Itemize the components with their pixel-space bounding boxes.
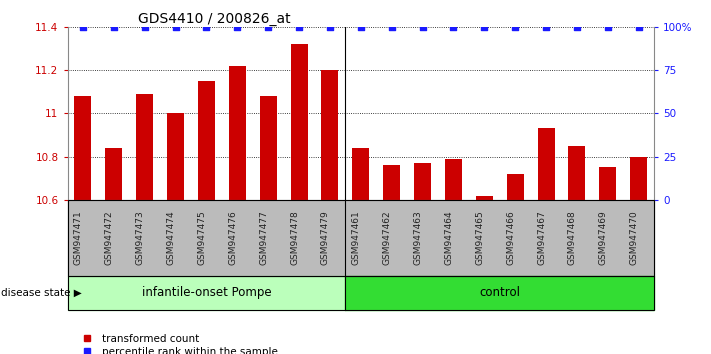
Text: GSM947467: GSM947467	[537, 211, 546, 266]
Point	[510, 24, 521, 29]
Point	[294, 24, 305, 29]
Bar	[229, 65, 246, 200]
Text: infantile-onset Pompe: infantile-onset Pompe	[141, 286, 272, 299]
Bar	[414, 163, 431, 200]
Bar	[476, 196, 493, 200]
Text: GSM947477: GSM947477	[260, 211, 268, 266]
Text: GSM947479: GSM947479	[321, 211, 330, 266]
Bar	[538, 129, 555, 200]
Text: GSM947466: GSM947466	[506, 211, 515, 266]
Point	[324, 24, 336, 29]
Text: GSM947462: GSM947462	[383, 211, 392, 266]
Bar	[321, 70, 338, 200]
Text: GSM947473: GSM947473	[136, 211, 145, 266]
Text: GSM947474: GSM947474	[166, 211, 176, 266]
Text: GSM947475: GSM947475	[198, 211, 206, 266]
Text: GSM947476: GSM947476	[228, 211, 237, 266]
Text: disease state ▶: disease state ▶	[1, 288, 82, 298]
Text: GSM947478: GSM947478	[290, 211, 299, 266]
Point	[232, 24, 243, 29]
Bar	[105, 148, 122, 200]
Text: GSM947465: GSM947465	[476, 211, 484, 266]
Bar	[599, 167, 616, 200]
Bar	[75, 96, 92, 200]
Point	[479, 24, 490, 29]
Point	[417, 24, 428, 29]
Text: control: control	[479, 286, 520, 299]
Legend: transformed count, percentile rank within the sample: transformed count, percentile rank withi…	[73, 330, 282, 354]
Point	[633, 24, 644, 29]
Text: GSM947472: GSM947472	[105, 211, 114, 266]
Bar	[569, 146, 585, 200]
Text: GSM947469: GSM947469	[599, 211, 608, 266]
Bar	[507, 174, 524, 200]
Bar	[167, 113, 184, 200]
Bar	[291, 44, 308, 200]
Point	[77, 24, 89, 29]
Bar	[630, 157, 647, 200]
Point	[108, 24, 119, 29]
Bar	[353, 148, 369, 200]
Point	[170, 24, 181, 29]
Text: GSM947461: GSM947461	[352, 211, 360, 266]
Text: GSM947464: GSM947464	[444, 211, 454, 266]
Point	[571, 24, 582, 29]
Point	[386, 24, 397, 29]
Text: GDS4410 / 200826_at: GDS4410 / 200826_at	[138, 12, 291, 25]
Text: GSM947471: GSM947471	[74, 211, 83, 266]
Point	[139, 24, 151, 29]
Text: GSM947468: GSM947468	[568, 211, 577, 266]
Bar	[260, 96, 277, 200]
Bar	[445, 159, 462, 200]
Point	[540, 24, 552, 29]
Text: GSM947463: GSM947463	[414, 211, 422, 266]
Point	[602, 24, 614, 29]
Bar	[198, 81, 215, 200]
Bar	[137, 94, 153, 200]
Text: GSM947470: GSM947470	[630, 211, 638, 266]
Point	[448, 24, 459, 29]
Point	[201, 24, 212, 29]
Bar	[383, 165, 400, 200]
Point	[355, 24, 367, 29]
Point	[262, 24, 274, 29]
